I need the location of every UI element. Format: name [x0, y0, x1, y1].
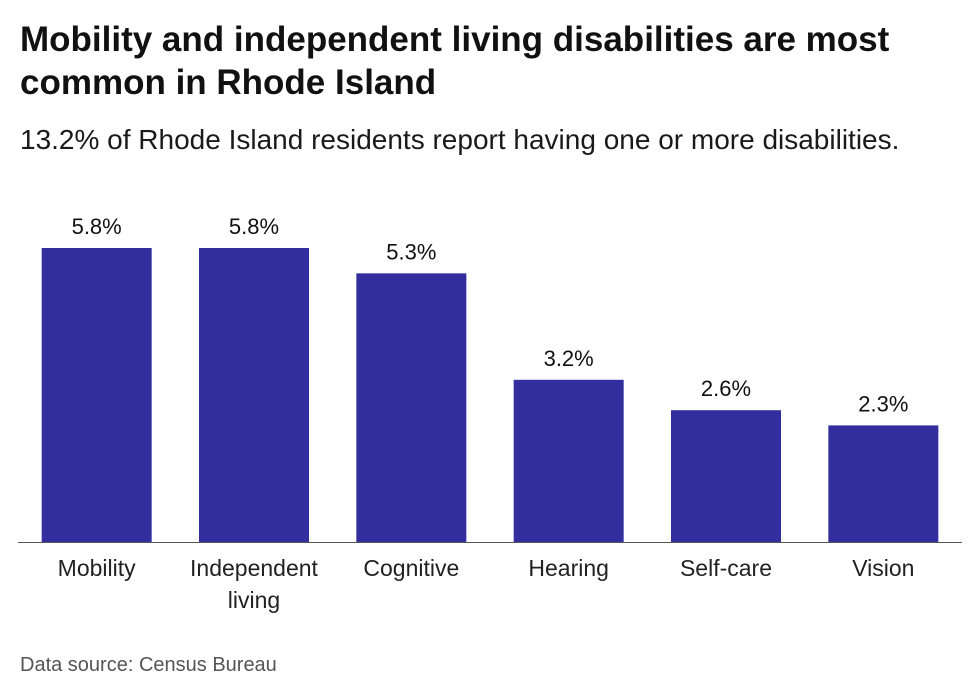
- data-label-5: 2.3%: [858, 391, 908, 416]
- category-label-1: Independent living: [190, 555, 319, 613]
- bar-4: [671, 410, 781, 542]
- category-label-0: Mobility: [58, 555, 136, 581]
- category-label-5: Vision: [852, 555, 914, 581]
- bar-5: [828, 425, 939, 542]
- category-label-4: Self-care: [680, 555, 772, 581]
- category-label-3: Hearing: [528, 555, 609, 581]
- data-source: Data source: Census Bureau: [20, 654, 277, 676]
- data-label-2: 5.3%: [386, 239, 436, 264]
- category-label-2: Cognitive: [363, 555, 459, 581]
- bar-0: [41, 248, 152, 542]
- data-label-1: 5.8%: [229, 214, 279, 239]
- chart-subtitle: 13.2% of Rhode Island residents report h…: [20, 124, 900, 155]
- data-label-3: 3.2%: [544, 346, 594, 371]
- chart-title: Mobility and independent living disabili…: [20, 20, 890, 102]
- bar-2: [356, 273, 467, 542]
- bar-chart: 5.8% Mobility 5.8% Independent living 5.3% Cog…: [18, 214, 962, 613]
- data-label-0: 5.8%: [72, 214, 122, 239]
- bar-1: [199, 248, 309, 542]
- data-label-4: 2.6%: [701, 376, 751, 401]
- bar-3: [513, 379, 624, 542]
